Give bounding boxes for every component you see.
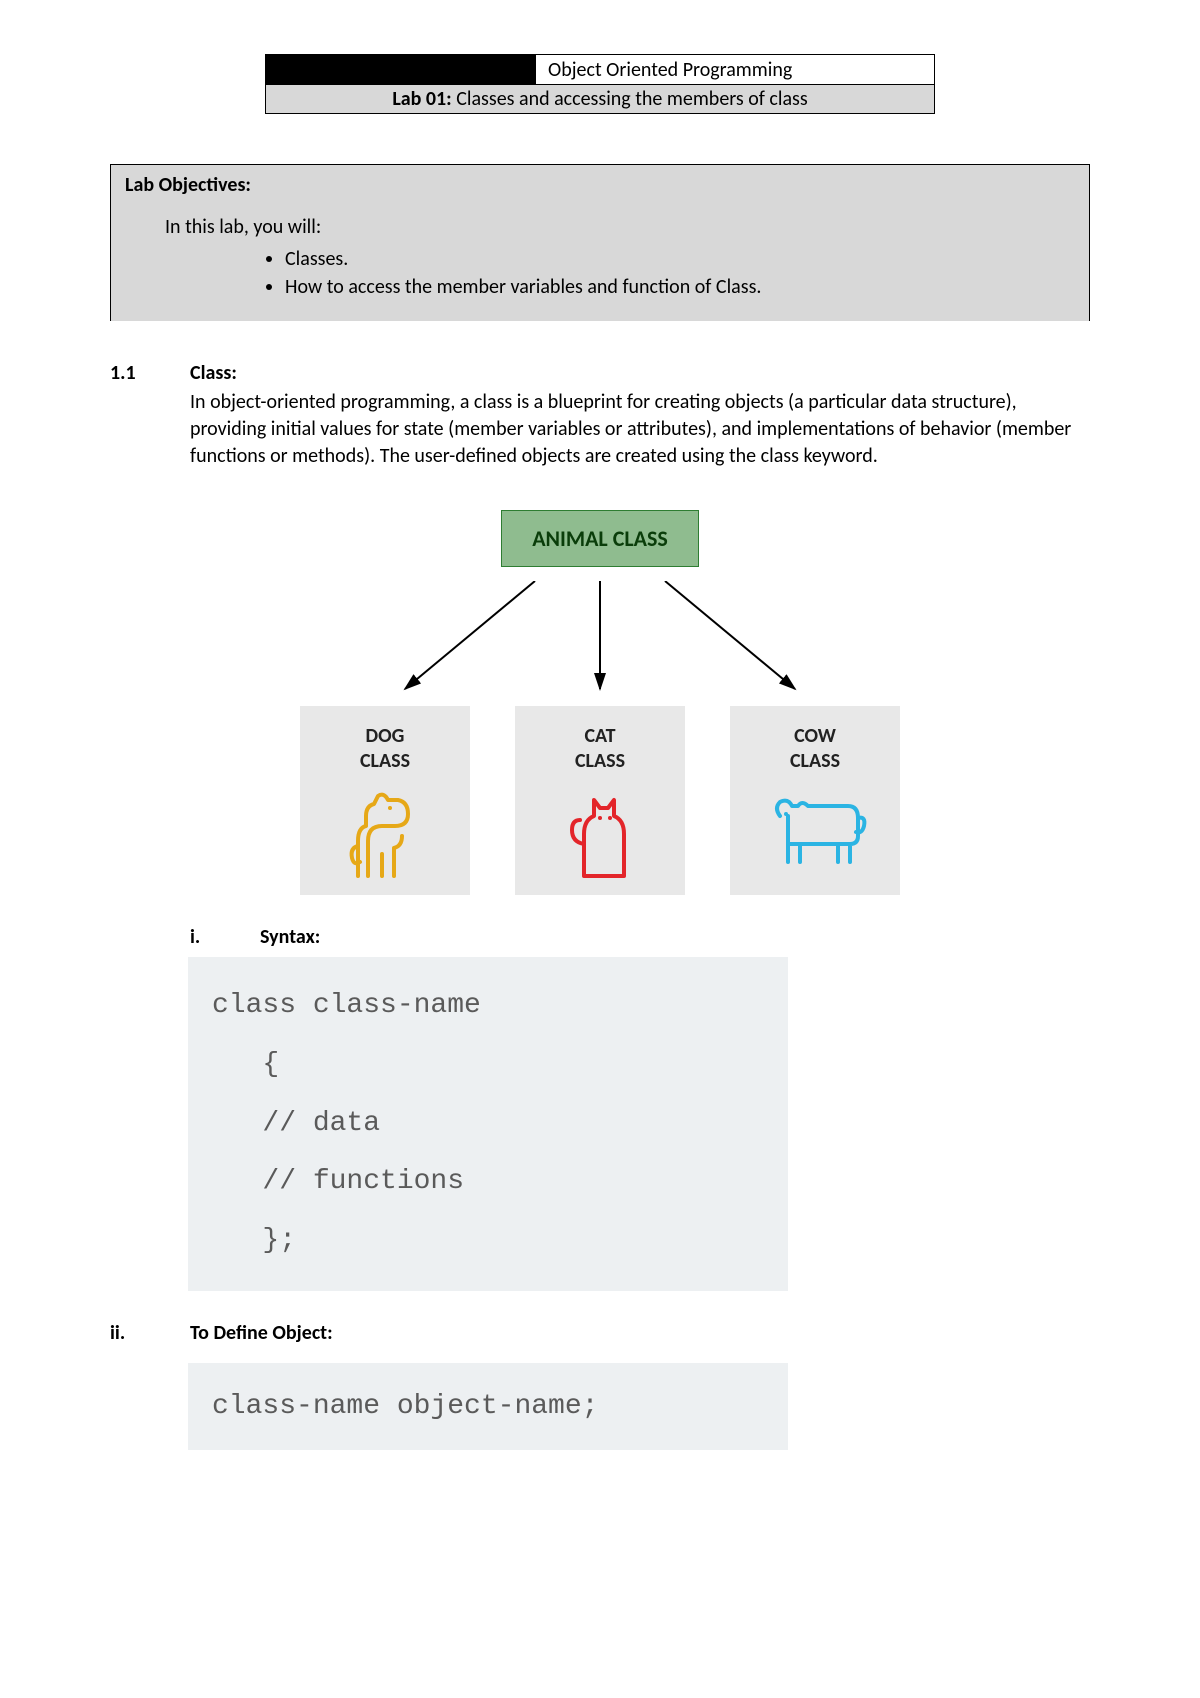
subsection-heading: Syntax: xyxy=(260,925,320,949)
section-class: 1.1 Class: In object-oriented programmin… xyxy=(110,361,1090,470)
child-label-line2: CLASS xyxy=(575,749,625,773)
child-label-line2: CLASS xyxy=(360,749,410,773)
child-class-cat: CATCLASS xyxy=(515,706,685,895)
cow-icon xyxy=(740,786,890,871)
course-title: Object Oriented Programming xyxy=(536,55,935,85)
child-label-line1: COW xyxy=(794,724,836,748)
child-label-line2: CLASS xyxy=(790,749,840,773)
parent-class-box: ANIMAL CLASS xyxy=(501,510,699,567)
lab-title-cell: Lab 01: Classes and accessing the member… xyxy=(266,85,935,114)
define-object-code-block: class-name object-name; xyxy=(188,1363,788,1450)
diagram-arrows xyxy=(320,581,880,696)
header-table: Object Oriented Programming Lab 01: Clas… xyxy=(265,54,935,114)
class-diagram: ANIMAL CLASS DOGCLASS xyxy=(110,510,1090,895)
objectives-list: Classes. How to access the member variab… xyxy=(285,247,1075,299)
child-class-cow: COWCLASS xyxy=(730,706,900,895)
objectives-box: Lab Objectives: In this lab, you will: C… xyxy=(110,164,1090,321)
subsection-define-object: ii. To Define Object: xyxy=(110,1321,1090,1345)
objective-item: How to access the member variables and f… xyxy=(285,275,1075,299)
subsection-syntax: i. Syntax: xyxy=(190,925,1090,949)
objective-item: Classes. xyxy=(285,247,1075,271)
child-label-line1: CAT xyxy=(584,724,615,748)
subsection-heading: To Define Object: xyxy=(190,1321,333,1345)
subsection-number: ii. xyxy=(110,1321,190,1345)
section-text: In object-oriented programming, a class … xyxy=(190,389,1090,470)
objectives-intro: In this lab, you will: xyxy=(165,215,1075,239)
objectives-title: Lab Objectives: xyxy=(125,173,1075,197)
child-label-line1: DOG xyxy=(366,724,405,748)
header-black-cell xyxy=(266,55,536,85)
subsection-number: i. xyxy=(190,925,260,949)
section-number: 1.1 xyxy=(110,361,190,470)
section-heading: Class: xyxy=(190,361,1090,385)
cat-icon xyxy=(525,786,675,881)
lab-prefix: Lab 01: xyxy=(392,87,451,111)
lab-title-text: Classes and accessing the members of cla… xyxy=(452,87,808,111)
child-class-dog: DOGCLASS xyxy=(300,706,470,895)
syntax-code-block: class class-name { // data // functions … xyxy=(188,957,788,1291)
dog-icon xyxy=(310,786,460,881)
